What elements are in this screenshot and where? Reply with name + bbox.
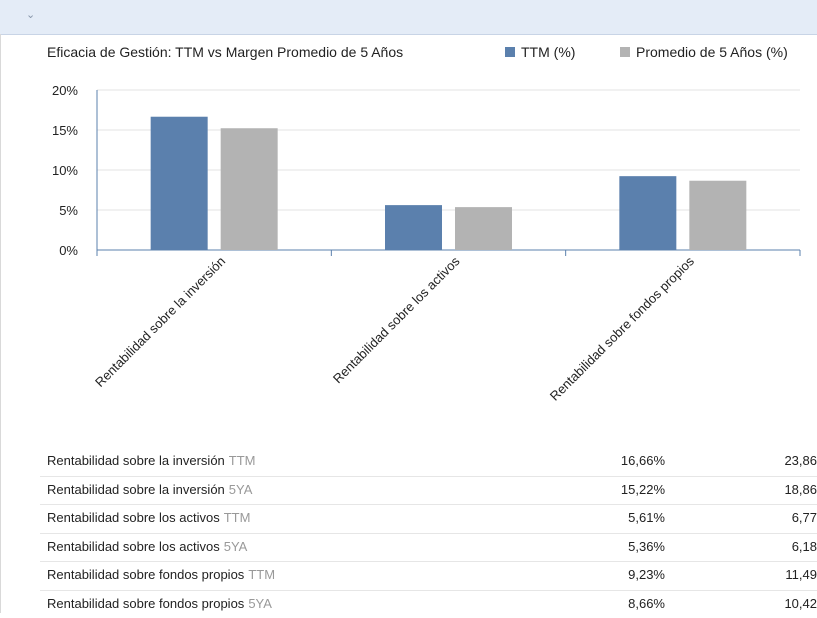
bar <box>619 176 677 250</box>
row-value-industry: 11,49 <box>785 567 817 583</box>
row-value-company: 15,22% <box>620 481 665 497</box>
row-label: Rentabilidad sobre la inversión 5YA <box>47 482 252 497</box>
row-value-industry: 6,77 <box>791 510 817 526</box>
row-label-text: Rentabilidad sobre los activos <box>47 538 220 554</box>
row-label: Rentabilidad sobre fondos propios 5YA <box>47 596 272 611</box>
y-tick-label: 10% <box>52 163 78 178</box>
row-label-text: Rentabilidad sobre fondos propios <box>47 567 245 583</box>
row-label: Rentabilidad sobre los activos TTM <box>47 510 250 525</box>
legend-swatch-ttm <box>505 47 515 57</box>
row-label-text: Rentabilidad sobre la inversión <box>47 481 225 497</box>
row-value-company: 8,66% <box>628 596 665 611</box>
row-period-suffix: 5YA <box>223 538 248 554</box>
bar <box>220 128 278 250</box>
bar <box>689 180 747 250</box>
table-row: Rentabilidad sobre los activos 5YA 5,36% 6,… <box>0 533 817 561</box>
chart-panel <box>0 34 817 613</box>
bar-chart: 0% 5% 10% 15% 20% Rentabilidad sobre la inver… <box>52 83 801 404</box>
row-divider <box>40 561 817 563</box>
row-value-industry: 18,86 <box>784 481 817 497</box>
x-tick-label: Rentabilidad sobre fondos propios <box>547 253 697 403</box>
y-tick-label: 5% <box>59 203 78 218</box>
row-period-suffix: TTM <box>223 510 251 526</box>
y-tick-label: 15% <box>52 123 78 138</box>
legend-item-5ya: Promedio de 5 Años (%) <box>620 44 788 60</box>
row-label-text: Rentabilidad sobre la inversión <box>47 453 225 468</box>
row-period-suffix: 5YA <box>228 481 253 497</box>
row-divider <box>40 504 817 506</box>
legend-label-5ya: Promedio de 5 Años (%) <box>636 44 788 60</box>
row-divider <box>40 590 817 591</box>
y-tick-label: 20% <box>52 83 78 98</box>
table-row: Rentabilidad sobre los activos TTM 5,61% 6,… <box>0 504 817 532</box>
table-row: Rentabilidad sobre fondos propios 5YA 8,66… <box>0 590 817 618</box>
legend-label-ttm: TTM (%) <box>521 44 576 60</box>
row-label-text: Rentabilidad sobre los activos <box>47 510 220 526</box>
collapse-bar[interactable]: ⌄ <box>0 0 817 35</box>
row-divider <box>40 532 817 534</box>
row-period-suffix: TTM <box>248 567 276 583</box>
row-value-company: 5,36% <box>628 538 665 554</box>
row-value-industry: 6,18 <box>791 538 817 554</box>
row-value-company: 16,66% <box>620 453 665 468</box>
y-tick-label: 0% <box>59 243 78 258</box>
bar <box>455 207 512 250</box>
row-label: Rentabilidad sobre fondos propios TTM <box>47 567 275 582</box>
x-tick-label: Rentabilidad sobre los activos <box>330 253 463 386</box>
bar <box>150 116 208 250</box>
row-label: Rentabilidad sobre los activos 5YA <box>47 539 247 554</box>
bar <box>385 205 442 250</box>
row-value-industry: 23,86 <box>784 453 817 468</box>
table-row: Rentabilidad sobre la inversión TTM 16,66%… <box>0 447 817 475</box>
row-label: Rentabilidad sobre la inversión TTM <box>47 453 256 468</box>
row-period-suffix: 5YA <box>248 596 272 611</box>
row-period-suffix: TTM <box>228 453 256 468</box>
row-value-company: 5,61% <box>628 510 665 526</box>
row-label-text: Rentabilidad sobre fondos propios <box>47 596 245 611</box>
table-row: Rentabilidad sobre fondos propios TTM 9,23… <box>0 561 817 589</box>
row-value-industry: 10,42 <box>784 596 817 611</box>
x-tick-label: Rentabilidad sobre la inversión <box>92 254 228 390</box>
chart-title: Eficacia de Gestión: TTM vs Margen Prome… <box>47 44 404 60</box>
row-divider <box>40 475 817 477</box>
row-value-company: 9,23% <box>628 567 665 583</box>
table-row: Rentabilidad sobre la inversión 5YA 15,22%… <box>0 476 817 504</box>
chevron-down-icon[interactable]: ⌄ <box>26 9 36 21</box>
legend-item-ttm: TTM (%) <box>505 44 575 60</box>
legend-swatch-5ya <box>620 47 630 57</box>
